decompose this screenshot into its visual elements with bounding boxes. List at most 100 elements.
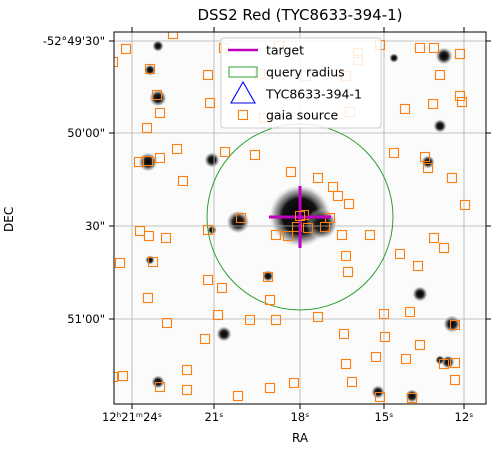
gaia-source-marker bbox=[340, 358, 352, 370]
legend-star-swatch bbox=[230, 80, 256, 104]
chart-title: DSS2 Red (TYC8633-394-1) bbox=[197, 6, 403, 24]
gaia-source-marker bbox=[428, 232, 440, 244]
gaia-source-marker bbox=[379, 331, 391, 343]
x-tick-label: 12ˢ bbox=[455, 410, 474, 424]
gaia-source-marker bbox=[181, 384, 193, 396]
gaia-source-marker bbox=[199, 333, 211, 345]
gaia-source-marker bbox=[114, 257, 126, 269]
gaia-source-marker bbox=[151, 89, 163, 101]
gaia-source-marker bbox=[419, 151, 431, 163]
gaia-source-marker bbox=[177, 175, 189, 187]
gaia-source-marker bbox=[438, 242, 450, 254]
gaia-source-marker bbox=[336, 229, 348, 241]
gaia-source-marker bbox=[114, 56, 119, 68]
gaia-source-marker bbox=[438, 358, 450, 370]
gaia-source-marker bbox=[427, 98, 439, 110]
gaia-source-marker bbox=[117, 370, 129, 382]
legend-gaia-swatch bbox=[237, 109, 249, 121]
legend-radius-swatch bbox=[228, 66, 258, 78]
gaia-source-marker bbox=[449, 319, 461, 331]
gaia-source-marker bbox=[454, 90, 466, 102]
gaia-source-marker bbox=[154, 152, 166, 164]
gaia-source-marker bbox=[312, 311, 324, 323]
gaia-source-marker bbox=[154, 107, 166, 119]
gaia-source-marker bbox=[147, 256, 159, 268]
gaia-source-marker bbox=[141, 122, 153, 134]
star-blob bbox=[412, 286, 428, 302]
gaia-source-marker bbox=[264, 382, 276, 394]
gaia-source-marker bbox=[406, 392, 418, 404]
gaia-source-marker bbox=[202, 224, 214, 236]
gaia-source-marker bbox=[294, 210, 306, 222]
gaia-source-marker bbox=[235, 212, 247, 224]
gaia-source-marker bbox=[288, 377, 300, 389]
x-axis-label: RA bbox=[291, 431, 309, 445]
star-blob bbox=[389, 53, 399, 63]
gaia-source-marker bbox=[270, 229, 282, 241]
gaia-source-marker bbox=[154, 381, 166, 393]
gaia-source-marker bbox=[285, 166, 297, 178]
star-blob bbox=[433, 119, 447, 133]
gaia-source-marker bbox=[454, 48, 466, 60]
gaia-source-marker bbox=[394, 248, 406, 260]
star-blob bbox=[204, 152, 220, 168]
gaia-source-marker bbox=[171, 143, 183, 155]
star-blob bbox=[435, 47, 453, 65]
star-blob bbox=[443, 315, 461, 333]
x-tick-label: 21ˢ bbox=[205, 410, 224, 424]
gaia-source-marker bbox=[249, 149, 261, 161]
y-tick-label: -52°49'30" bbox=[43, 34, 105, 48]
gaia-source-marker bbox=[219, 146, 231, 158]
gaia-source-marker bbox=[143, 230, 155, 242]
gaia-source-marker bbox=[202, 274, 214, 286]
star-blob bbox=[152, 40, 164, 52]
star-blob bbox=[145, 255, 155, 265]
gaia-source-marker bbox=[346, 376, 358, 388]
gaia-source-marker bbox=[338, 328, 350, 340]
legend-label: TYC8633-394-1 bbox=[265, 87, 362, 102]
gaia-source-marker bbox=[212, 309, 224, 321]
gaia-source-marker bbox=[434, 69, 446, 81]
star-blob bbox=[216, 326, 232, 342]
gaia-source-marker bbox=[204, 97, 216, 109]
gaia-source-marker bbox=[312, 172, 324, 184]
gaia-source-marker bbox=[181, 364, 193, 376]
y-tick-label: 51'00" bbox=[67, 312, 105, 326]
gaia-source-marker bbox=[302, 222, 314, 234]
gaia-source-marker bbox=[144, 63, 156, 75]
gaia-source-marker bbox=[270, 314, 282, 326]
gaia-source-marker bbox=[114, 371, 119, 383]
gaia-source-marker bbox=[404, 306, 416, 318]
gaia-source-marker bbox=[202, 69, 214, 81]
gaia-source-marker bbox=[167, 32, 179, 40]
star-blob bbox=[149, 89, 167, 107]
gaia-source-marker bbox=[364, 229, 376, 241]
y-tick-label: 50'00" bbox=[67, 126, 105, 140]
gaia-source-marker bbox=[161, 317, 173, 329]
gaia-source-marker bbox=[414, 42, 426, 54]
gaia-source-marker bbox=[262, 271, 274, 283]
gaia-source-marker bbox=[232, 390, 244, 402]
gaia-source-marker bbox=[412, 260, 424, 272]
x-tick-label: 12ʰ21ᵐ24ˢ bbox=[102, 410, 162, 424]
gaia-source-marker bbox=[428, 42, 440, 54]
gaia-source-marker bbox=[388, 147, 400, 159]
gaia-source-marker bbox=[374, 391, 386, 403]
gaia-source-marker bbox=[370, 351, 382, 363]
gaia-source-marker bbox=[120, 43, 132, 55]
gaia-source-marker bbox=[459, 199, 471, 211]
legend-label: target bbox=[266, 43, 304, 58]
gaia-source-marker bbox=[449, 374, 461, 386]
gaia-source-marker bbox=[244, 314, 256, 326]
legend-label: gaia source bbox=[266, 108, 339, 123]
legend-box bbox=[220, 37, 382, 129]
gaia-source-marker bbox=[414, 339, 426, 351]
star-blob bbox=[405, 389, 419, 403]
gaia-source-marker bbox=[264, 294, 276, 306]
gaia-source-marker bbox=[160, 232, 172, 244]
x-tick-label: 15ˢ bbox=[375, 410, 394, 424]
gaia-source-marker bbox=[449, 357, 461, 369]
gaia-source-marker bbox=[282, 230, 294, 242]
gaia-source-marker bbox=[332, 190, 344, 202]
